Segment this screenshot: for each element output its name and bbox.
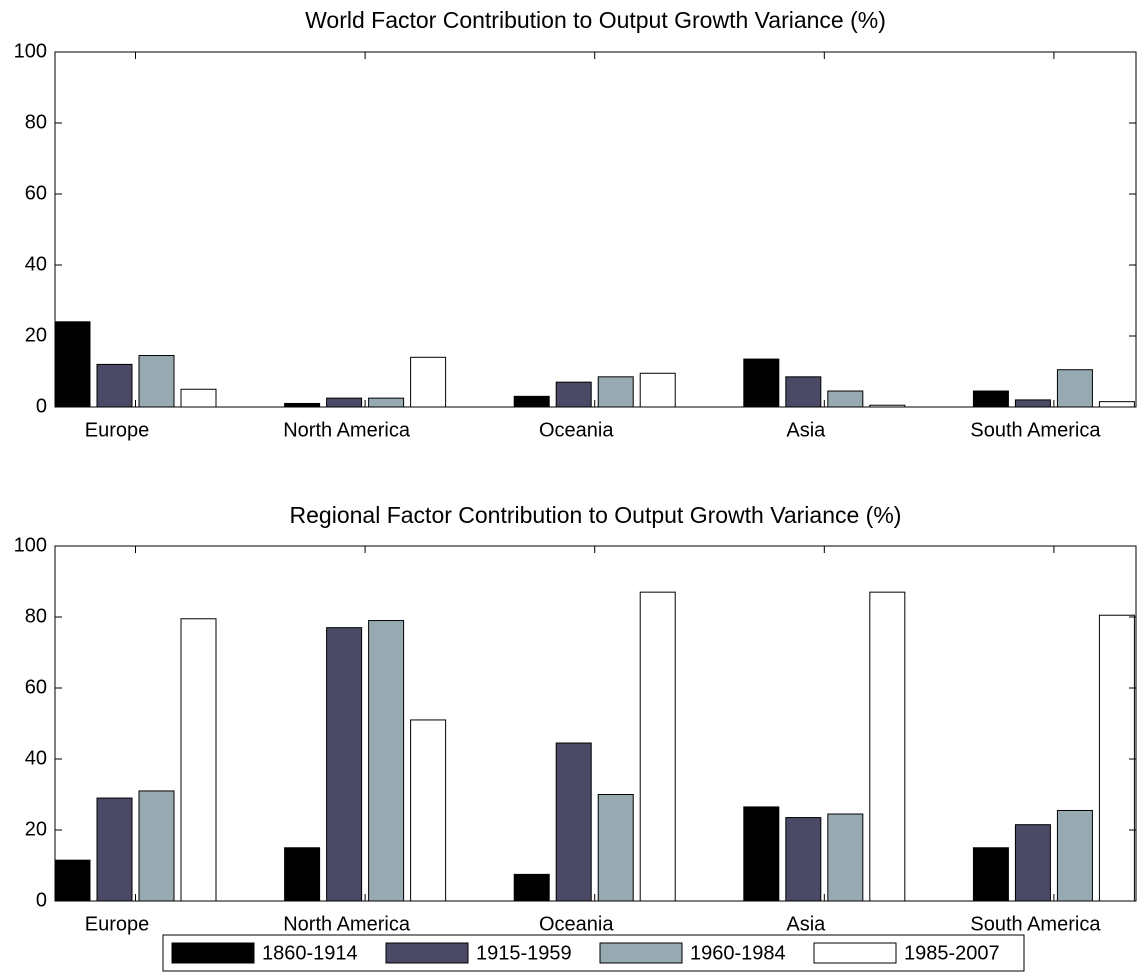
bar xyxy=(972,390,1009,408)
x-tick-label: Asia xyxy=(786,913,826,935)
bar xyxy=(639,591,676,902)
bar xyxy=(54,859,91,902)
y-tick-label: 0 xyxy=(36,395,47,417)
bar xyxy=(368,397,405,408)
bar xyxy=(284,402,321,408)
bar xyxy=(639,372,676,408)
x-tick-label: Oceania xyxy=(539,913,614,935)
bar xyxy=(138,355,175,408)
bar xyxy=(743,806,780,902)
bar xyxy=(1014,824,1051,902)
bar xyxy=(597,376,634,408)
y-tick-label: 80 xyxy=(25,111,47,133)
y-tick-label: 100 xyxy=(14,534,47,556)
x-tick-label: Europe xyxy=(85,913,150,935)
bar xyxy=(1056,369,1093,408)
bar xyxy=(368,620,405,902)
bar xyxy=(54,321,91,408)
bar xyxy=(827,813,864,902)
y-tick-label: 40 xyxy=(25,747,47,769)
legend-swatch xyxy=(813,942,897,964)
bar xyxy=(555,742,592,902)
axes-box xyxy=(54,51,1137,408)
legend-label: 1960-1984 xyxy=(690,942,786,964)
legend-swatch xyxy=(599,942,683,964)
bar xyxy=(1056,809,1093,902)
bar xyxy=(138,790,175,902)
y-tick-label: 80 xyxy=(25,605,47,627)
bar xyxy=(869,591,906,902)
legend-swatch xyxy=(171,942,255,964)
bar xyxy=(513,873,550,902)
y-tick-label: 60 xyxy=(25,182,47,204)
bar xyxy=(96,363,133,408)
bar xyxy=(1014,399,1051,408)
bar xyxy=(284,847,321,902)
bar xyxy=(597,794,634,902)
x-tick-label: South America xyxy=(970,913,1101,935)
legend-label: 1860-1914 xyxy=(262,942,358,964)
x-tick-label: North America xyxy=(283,419,411,441)
bar xyxy=(743,358,780,408)
x-tick-label: South America xyxy=(970,419,1101,441)
bar xyxy=(96,797,133,902)
chart-title: Regional Factor Contribution to Output G… xyxy=(290,502,902,528)
y-tick-label: 100 xyxy=(14,40,47,62)
bar xyxy=(785,376,822,408)
bar xyxy=(513,395,550,408)
x-tick-label: Asia xyxy=(786,419,826,441)
legend-label: 1915-1959 xyxy=(476,942,572,964)
bar xyxy=(827,390,864,408)
bar xyxy=(1098,401,1135,408)
bar xyxy=(1098,614,1135,902)
bar xyxy=(972,847,1009,902)
bar xyxy=(180,618,217,902)
y-tick-label: 0 xyxy=(36,889,47,911)
chart-title: World Factor Contribution to Output Grow… xyxy=(305,7,886,33)
bar xyxy=(785,817,822,902)
bar xyxy=(180,388,217,408)
bar xyxy=(410,356,447,408)
axes-box xyxy=(54,545,1137,902)
bar xyxy=(326,397,363,408)
x-tick-label: North America xyxy=(283,913,411,935)
y-tick-label: 60 xyxy=(25,676,47,698)
bar xyxy=(555,381,592,408)
y-tick-label: 20 xyxy=(25,324,47,346)
y-tick-label: 40 xyxy=(25,253,47,275)
y-tick-label: 20 xyxy=(25,818,47,840)
bar xyxy=(326,627,363,902)
legend-swatch xyxy=(385,942,469,964)
bar xyxy=(410,719,447,902)
x-tick-label: Europe xyxy=(85,419,150,441)
legend-label: 1985-2007 xyxy=(904,942,1000,964)
x-tick-label: Oceania xyxy=(539,419,614,441)
